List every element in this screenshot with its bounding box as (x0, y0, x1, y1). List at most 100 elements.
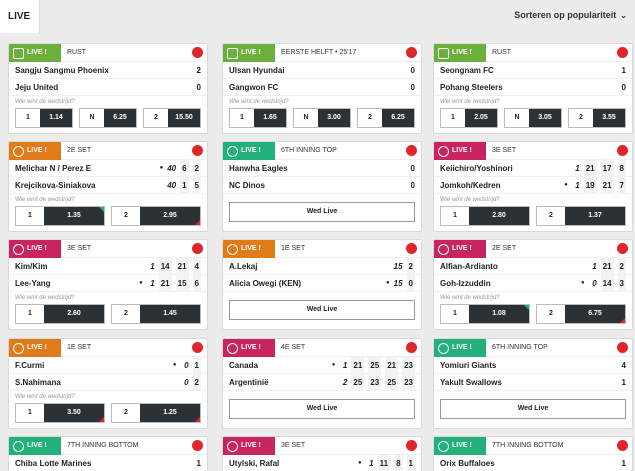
wed-live-button[interactable]: Wed Live (229, 399, 415, 419)
odds-button[interactable]: 1 1.14 (15, 108, 73, 128)
team-row: Chiba Lotte Marines 1 (9, 455, 207, 471)
bet-icon[interactable] (406, 243, 417, 254)
question-label: Wie wint de wedstrijd? (15, 394, 75, 400)
set-score: 19 (583, 177, 597, 194)
set-score: 2 (406, 258, 415, 275)
score: 1 (196, 459, 201, 468)
current-score: 1 (575, 181, 580, 190)
current-score: 1 (342, 361, 348, 370)
bet-icon[interactable] (192, 342, 203, 353)
wed-live-button[interactable]: Wed Live (229, 202, 415, 222)
event-card[interactable]: LIVE ! 2E SET Melichar N / Perez E ● 40 6 2 Kre… (8, 141, 208, 232)
odds-button[interactable]: 1 3.50 (15, 403, 105, 423)
card-header: LIVE ! 3E SET (223, 437, 421, 455)
wed-live-button[interactable]: Wed Live (440, 399, 626, 419)
bet-icon[interactable] (192, 145, 203, 156)
team-row: Lee-Yang ● 1 21 15 6 (9, 275, 207, 292)
odds-button[interactable]: 1 1.65 (229, 108, 287, 128)
event-card[interactable]: LIVE ! 3E SET Kim/Kim 1 14 21 4 Lee-Yang ● 1 21 15 6… (8, 239, 208, 330)
odds-outcome: N (505, 109, 529, 127)
odds-button[interactable]: 2 1.45 (111, 304, 201, 324)
event-card[interactable]: LIVE ! RUST Seongnam FC 1 Pohang Steelers 0 Wi… (433, 43, 633, 134)
odds-value: 6.75 (565, 305, 625, 323)
baseball-icon (227, 145, 238, 157)
event-card[interactable]: LIVE ! 1E SET F.Curmi ● 0 1 S.Nahimana 0 2 Wie wi… (8, 338, 208, 429)
odds-button[interactable]: 1 1.35 (15, 206, 105, 226)
bet-icon[interactable] (406, 47, 417, 58)
event-card[interactable]: LIVE ! 1E SET A.Lekaj 15 2 Alicia Owegi (KEN)… (222, 239, 422, 330)
odds-outcome: 2 (537, 207, 565, 225)
odds-button[interactable]: 2 3.55 (568, 108, 626, 128)
odds-button[interactable]: 2 6.75 (536, 304, 626, 324)
odds-value: 1.37 (565, 207, 625, 225)
current-score: 40 (167, 164, 177, 173)
match-status: 3E SET (67, 245, 92, 252)
odds-value: 1.65 (254, 109, 286, 127)
team-row: Utylski, Rafal ● 1 11 8 1 (223, 455, 421, 471)
team-row: Hanwha Eagles 0 (223, 160, 421, 177)
event-card[interactable]: LIVE ! 6TH INNING TOP Hanwha Eagles 0 NC Din… (222, 141, 422, 232)
current-score: 1 (592, 262, 597, 271)
odds-outcome: 2 (358, 109, 382, 127)
card-header: LIVE ! 6TH INNING TOP (223, 142, 421, 160)
odds-button[interactable]: 1 2.60 (15, 304, 105, 324)
odds-button[interactable]: 2 2.95 (111, 206, 201, 226)
event-card[interactable]: LIVE ! EERSTE HELFT • 25'17 Ulsan Hyundai 0… (222, 43, 422, 134)
set-score: 8 (617, 160, 626, 177)
live-label: LIVE ! (452, 245, 472, 252)
team-name: Krejcikova-Siniakova (15, 181, 96, 190)
match-status: 2E SET (492, 245, 517, 252)
odds-button[interactable]: 2 1.25 (111, 403, 201, 423)
odds-button[interactable]: 1 2.05 (440, 108, 498, 128)
baseball-icon (438, 440, 449, 452)
team-name: Jeju United (15, 83, 59, 92)
sort-dropdown[interactable]: Sorteren op populariteit ⌄ (514, 10, 627, 20)
team-score: 0 (407, 79, 415, 96)
event-card[interactable]: LIVE ! RUST Sangju Sangmu Phoenix 2 Jeju Uni… (8, 43, 208, 134)
odds-button[interactable]: N 3.00 (293, 108, 351, 128)
team-row: Gangwon FC 0 (223, 79, 421, 96)
wed-live-button[interactable]: Wed Live (229, 300, 415, 320)
odds-button[interactable]: 1 1.08 (440, 304, 530, 324)
team-name: Lee-Yang (15, 279, 51, 288)
serve-dot-icon: ● (331, 362, 336, 368)
event-card[interactable]: LIVE ! 4E SET Canada ● 1 21 25 21 23 Argentinië 2 2… (222, 338, 422, 429)
bet-icon[interactable] (192, 440, 203, 451)
set-score: 0 (406, 275, 415, 292)
event-card[interactable]: LIVE ! 2E SET Alfian-Ardianto 1 21 2 Goh-Izzud… (433, 239, 633, 330)
team-row: Yomiuri Giants 4 (434, 357, 632, 374)
bet-icon[interactable] (406, 342, 417, 353)
card-header: LIVE ! RUST (9, 44, 207, 62)
bet-icon[interactable] (617, 243, 628, 254)
bet-icon[interactable] (617, 342, 628, 353)
odds-button[interactable]: 2 15.50 (143, 108, 201, 128)
bet-icon[interactable] (617, 440, 628, 451)
bet-icon[interactable] (192, 47, 203, 58)
current-score: 1 (150, 262, 155, 271)
event-card[interactable]: LIVE ! 3E SET Keiichiro/Yoshinori 1 21 17 8 Jom… (433, 141, 633, 232)
score: 0 (196, 83, 201, 92)
odds-button[interactable]: 2 6.25 (357, 108, 415, 128)
event-card[interactable]: LIVE ! 7TH INNING BOTTOM Chiba Lotte Marin… (8, 436, 208, 471)
team-row: Keiichiro/Yoshinori 1 21 17 8 (434, 160, 632, 177)
odds-button[interactable]: 2 1.37 (536, 206, 626, 226)
event-card[interactable]: LIVE ! 3E SET Utylski, Rafal ● 1 11 8 1 (222, 436, 422, 471)
live-badge: LIVE ! (223, 44, 275, 62)
bet-icon[interactable] (617, 47, 628, 58)
bet-icon[interactable] (617, 145, 628, 156)
odds-outcome: 1 (441, 305, 469, 323)
bet-icon[interactable] (406, 440, 417, 451)
tennis-icon (13, 145, 24, 157)
bet-icon[interactable] (192, 243, 203, 254)
event-card[interactable]: LIVE ! 6TH INNING TOP Yomiuri Giants 4 Yakul… (433, 338, 633, 429)
event-card[interactable]: LIVE ! 7TH INNING BOTTOM Orix Buffaloes 1 (433, 436, 633, 471)
odds-button[interactable]: 1 2.80 (440, 206, 530, 226)
odds-button[interactable]: N 3.05 (504, 108, 562, 128)
card-header: LIVE ! 7TH INNING BOTTOM (9, 437, 207, 455)
odds-button[interactable]: N 6.25 (79, 108, 137, 128)
current-score: 1 (369, 459, 374, 468)
tab-live[interactable]: LIVE (0, 0, 40, 33)
bet-icon[interactable] (406, 145, 417, 156)
score: 0 (621, 83, 626, 92)
team-score: 2 (193, 62, 201, 79)
